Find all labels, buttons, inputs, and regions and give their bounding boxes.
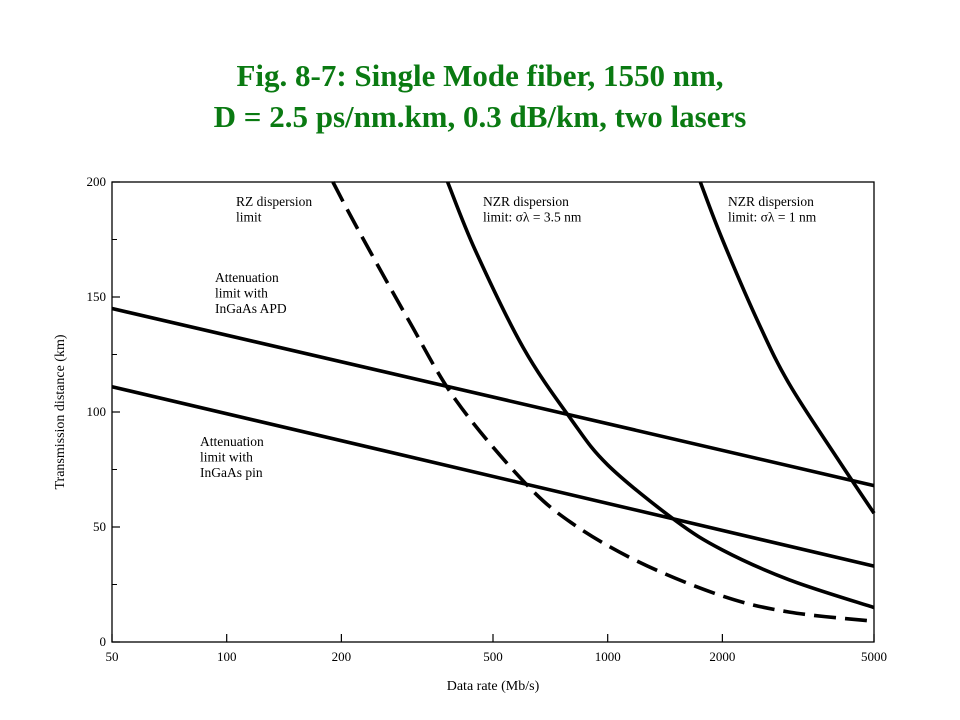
annotation-line: Attenuation [200,434,264,449]
series-line-attenuation-limit-with-ingaas-apd [111,306,875,488]
annotation-line: RZ dispersion [236,194,312,209]
series-line-nzr-dispersion-limit-1-nm [698,181,876,515]
chart-title: Fig. 8-7: Single Mode fiber, 1550 nm, D … [0,55,960,137]
series-line-attenuation-limit-with-ingaas-pin [111,384,875,568]
annotation-line: limit: σλ = 1 nm [728,210,817,225]
chart-title-line2: D = 2.5 ps/nm.km, 0.3 dB/km, two lasers [213,99,747,134]
chart-title-line1: Fig. 8-7: Single Mode fiber, 1550 nm, [236,58,724,93]
x-tick-label: 1000 [595,649,621,664]
series-line-rz-dispersion-limit [331,181,875,624]
y-axis-title: Transmission distance (km) [53,334,68,489]
y-tick-label: 100 [87,404,107,419]
annotation-line: NZR dispersion [483,194,569,209]
annotation-1: Attenuation limit with InGaAs pin [200,434,264,480]
x-tick-label: 100 [217,649,237,664]
series-group [111,181,876,624]
x-axis-title: Data rate (Mb/s) [447,679,540,694]
annotation-3: NZR dispersion limit: σλ = 3.5 nm [483,194,582,225]
x-tick-label: 5000 [861,649,887,664]
annotation-line: limit with [215,286,268,301]
annotation-2: RZ dispersion limit [236,194,312,225]
annotation-line: InGaAs pin [200,465,263,480]
annotation-line: limit with [200,450,253,465]
y-tick-label: 200 [87,174,107,189]
annotation-line: limit [236,210,262,225]
x-tick-label: 200 [332,649,352,664]
annotations-group: Attenuation limit with InGaAs APDAttenuati… [200,194,817,480]
annotation-0: Attenuation limit with InGaAs APD [215,270,287,316]
annotation-line: limit: σλ = 3.5 nm [483,210,582,225]
x-tick-label: 500 [483,649,503,664]
x-tick-label: 50 [106,649,119,664]
annotation-line: Attenuation [215,270,279,285]
x-tick-label: 2000 [709,649,735,664]
annotation-line: NZR dispersion [728,194,814,209]
y-tick-label: 0 [100,634,107,649]
annotation-4: NZR dispersion limit: σλ = 1 nm [728,194,817,225]
annotation-line: InGaAs APD [215,301,287,316]
y-tick-label: 150 [87,289,107,304]
series-line-nzr-dispersion-limit-3-5-nm [445,181,875,610]
y-tick-label: 50 [93,519,106,534]
